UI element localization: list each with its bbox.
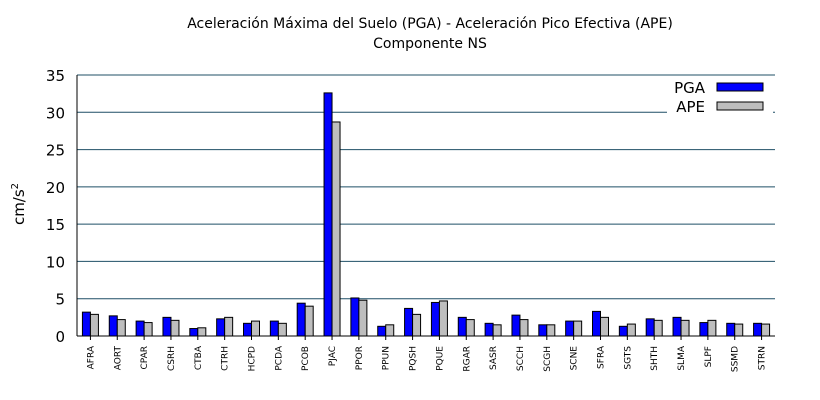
y-tick-label: 35 xyxy=(46,67,65,85)
bar-pga xyxy=(753,322,763,337)
bar-ape xyxy=(331,121,341,337)
bar-pga xyxy=(108,315,118,337)
bar-pga xyxy=(162,316,172,337)
bar-ape xyxy=(412,313,422,337)
bar-ape xyxy=(197,327,207,337)
x-tick-label: SLPF xyxy=(704,346,714,367)
bar-ape xyxy=(761,323,771,337)
x-tick-label: SGTS xyxy=(623,346,633,370)
x-tick-label: PPOR xyxy=(355,346,365,370)
bar-ape xyxy=(600,316,609,337)
x-tick-label: SCGH xyxy=(543,346,553,372)
bar-pga xyxy=(269,320,279,337)
x-tick-label: SASR xyxy=(489,346,499,370)
x-tick-label: SLMA xyxy=(677,345,687,370)
x-tick-label: PCDA xyxy=(274,345,284,370)
bar-pga xyxy=(323,92,333,337)
bar-pga xyxy=(511,314,521,337)
bar-ape xyxy=(573,320,583,337)
y-tick-label: 10 xyxy=(46,253,65,271)
x-tick-label: CPAR xyxy=(140,346,150,370)
x-tick-label: SCCH xyxy=(516,346,526,371)
x-tick-label: PPUN xyxy=(382,346,392,370)
bar-ape xyxy=(465,319,475,337)
y-tick-label: 15 xyxy=(46,216,65,234)
bar-pga xyxy=(672,316,682,337)
x-tick-label: AFRA xyxy=(86,345,96,369)
bar-pga xyxy=(430,301,440,337)
bar-pga xyxy=(565,320,575,337)
bar-ape xyxy=(304,305,314,337)
bar-pga xyxy=(645,318,655,337)
bar-ape xyxy=(680,319,690,337)
bar-pga xyxy=(538,324,548,337)
x-tick-label: RGAR xyxy=(462,346,472,372)
bar-pga xyxy=(726,322,736,337)
x-tick-label: AORT xyxy=(113,346,123,371)
bar-pga xyxy=(81,311,91,337)
legend-swatch-ape xyxy=(716,101,764,111)
bar-ape xyxy=(546,324,556,337)
bar-ape xyxy=(224,316,234,337)
bar-ape xyxy=(277,322,287,337)
y-tick-label: 25 xyxy=(46,142,65,160)
bar-pga xyxy=(296,302,306,337)
bar-pga xyxy=(484,322,494,337)
bar-ape xyxy=(707,319,717,337)
bar-ape xyxy=(519,319,529,337)
x-tick-label: SCNE xyxy=(570,346,580,371)
y-tick-label: 30 xyxy=(46,104,65,122)
bar-pga xyxy=(457,316,467,337)
bar-ape xyxy=(170,319,180,337)
x-tick-label: STRN xyxy=(758,346,768,370)
y-tick-label: 20 xyxy=(46,179,65,197)
bar-ape xyxy=(358,299,368,337)
x-tick-label: HCPD xyxy=(248,346,258,371)
bar-ape xyxy=(251,320,260,337)
x-tick-label: SSMD xyxy=(731,346,741,372)
x-tick-label: SHTH xyxy=(650,346,660,371)
y-tick-label: 0 xyxy=(55,328,65,346)
bar-pga xyxy=(618,325,628,337)
x-tick-label: CTRH xyxy=(221,346,231,371)
x-tick-label: SFRA xyxy=(597,345,607,369)
chart-subtitle: Componente NS xyxy=(373,36,487,52)
x-tick-label: PJAC xyxy=(328,346,338,366)
legend-swatch-pga xyxy=(716,82,764,92)
bar-ape xyxy=(653,319,663,337)
bar-pga xyxy=(216,318,226,337)
bar-ape xyxy=(143,322,153,337)
y-tick-label: 5 xyxy=(55,291,65,309)
x-tick-label: PQUE xyxy=(435,346,445,371)
legend-label-pga: PGA xyxy=(674,79,706,97)
bar-ape xyxy=(385,324,395,337)
bar-pga xyxy=(243,322,252,337)
bar-pga xyxy=(135,320,145,337)
bar-pga xyxy=(377,325,387,337)
bar-pga xyxy=(592,310,601,337)
x-tick-label: CTBA xyxy=(194,345,204,370)
bar-pga xyxy=(699,322,709,337)
bar-pga xyxy=(350,297,360,337)
bar-ape xyxy=(626,323,636,337)
bar-ape xyxy=(116,319,126,337)
chart-title: Aceleración Máxima del Suelo (PGA) - Ace… xyxy=(187,16,673,32)
bar-ape xyxy=(438,300,448,337)
x-tick-label: PQSH xyxy=(409,346,419,371)
bar-ape xyxy=(734,323,744,337)
bar-ape xyxy=(492,324,502,337)
bar-ape xyxy=(89,313,99,337)
x-tick-label: CSRH xyxy=(167,346,177,371)
bar-pga xyxy=(189,328,199,337)
x-tick-label: PCOB xyxy=(301,346,311,371)
bar-pga xyxy=(404,307,414,337)
legend-label-ape: APE xyxy=(676,98,705,116)
